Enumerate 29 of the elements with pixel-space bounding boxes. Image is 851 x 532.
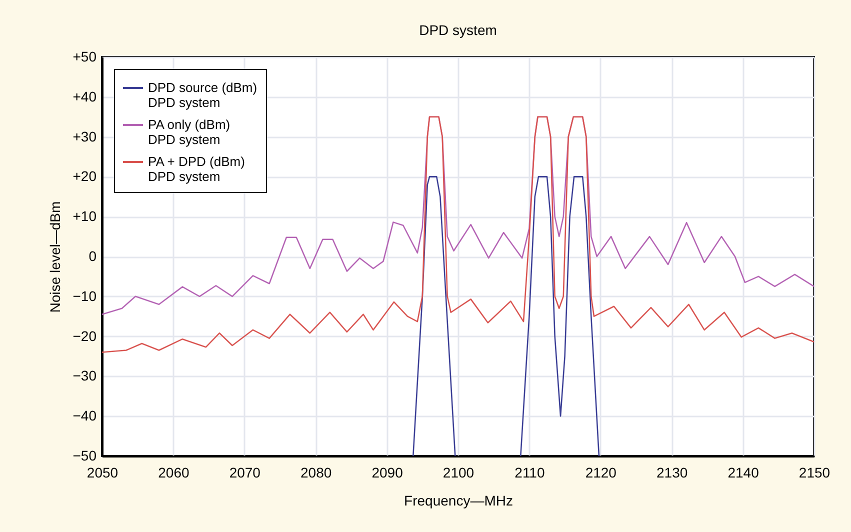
y-tick-label: −10 [72, 288, 97, 304]
y-tick-label: −50 [72, 448, 97, 464]
x-tick-label: 2110 [514, 464, 545, 480]
x-tick-label: 2080 [300, 464, 332, 480]
legend-label: PA only (dBm) DPD system [148, 117, 230, 147]
x-tick-label: 2050 [86, 464, 118, 480]
x-tick-label: 2130 [656, 464, 688, 480]
x-tick-label: 2120 [585, 464, 617, 480]
x-tick-label: 2060 [158, 464, 190, 480]
legend-label: PA + DPD (dBm) DPD system [148, 154, 245, 184]
x-tick-label: 2140 [728, 464, 760, 480]
y-tick-label: −20 [72, 328, 97, 344]
x-tick-label: 2150 [798, 464, 830, 480]
x-tick-label: 2070 [229, 464, 261, 480]
y-tick-label: −40 [72, 408, 97, 424]
line-series [101, 116, 815, 353]
y-tick-label: +30 [72, 128, 97, 144]
y-tick-label: +50 [72, 48, 97, 64]
y-axis-title: Noise level—dBm [46, 201, 63, 313]
legend-label: DPD source (dBm) DPD system [148, 80, 258, 110]
y-tick-label: 0 [88, 248, 97, 264]
y-tick-label: +20 [72, 168, 97, 184]
x-tick-label: 2100 [442, 464, 474, 480]
y-tick-label: +40 [72, 88, 97, 104]
y-tick-label: +10 [72, 208, 97, 224]
y-tick-label: −30 [72, 368, 97, 384]
chart-title: DPD system [419, 22, 497, 38]
x-tick-label: 2090 [372, 464, 404, 480]
x-axis-title: Frequency—MHz [404, 492, 513, 508]
